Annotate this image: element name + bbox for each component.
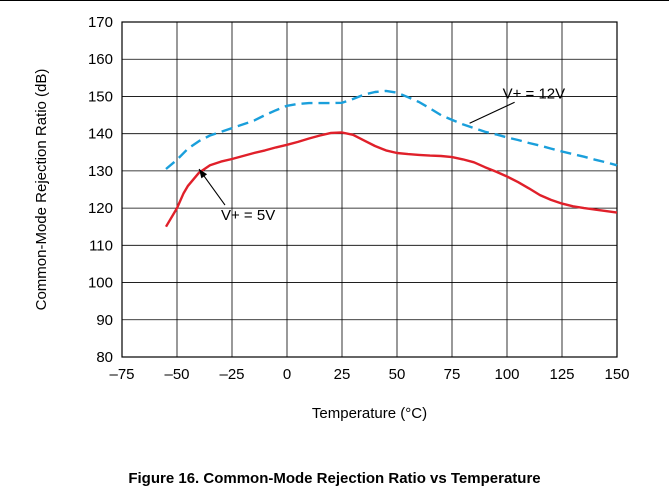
y-tick-labels: 80 90 100 110 120 130 140 150 160 170 bbox=[88, 14, 113, 366]
y-axis-label: Common-Mode Rejection Ratio (dB) bbox=[33, 69, 50, 311]
series-layer bbox=[164, 89, 618, 228]
x-axis-label: Temperature (°C) bbox=[312, 405, 427, 422]
figure-caption: Figure 16. Common-Mode Rejection Ratio v… bbox=[128, 470, 541, 487]
series-annotation-label: V+ = 5V bbox=[221, 207, 275, 224]
y-tick-label: 130 bbox=[88, 163, 113, 180]
plot-grid bbox=[122, 22, 617, 357]
x-tick-label: 100 bbox=[494, 366, 519, 383]
x-tick-label: –25 bbox=[219, 366, 244, 383]
annotation-layer: V+ = 12V V+ = 5V bbox=[198, 85, 566, 224]
x-tick-label: 50 bbox=[389, 366, 406, 383]
series-annotation-label: V+ = 12V bbox=[503, 85, 566, 102]
x-tick-labels: –75 –50 –25 0 25 50 75 100 125 150 bbox=[109, 366, 629, 383]
top-rule bbox=[0, 0, 669, 1]
series-line-1 bbox=[165, 89, 618, 170]
x-tick-label: –50 bbox=[164, 366, 189, 383]
y-tick-label: 110 bbox=[89, 237, 113, 254]
x-tick-label: –75 bbox=[109, 366, 134, 383]
annotation-arrowhead bbox=[199, 169, 208, 179]
y-tick-label: 100 bbox=[88, 275, 113, 292]
series-line-2 bbox=[164, 131, 618, 228]
y-tick-label: 140 bbox=[88, 126, 113, 143]
x-tick-label: 0 bbox=[283, 366, 291, 383]
x-tick-label: 75 bbox=[444, 366, 461, 383]
y-tick-label: 160 bbox=[88, 51, 113, 68]
y-tick-label: 120 bbox=[88, 200, 113, 217]
x-tick-label: 25 bbox=[334, 366, 351, 383]
y-tick-label: 170 bbox=[88, 14, 113, 31]
plot-frame bbox=[121, 21, 618, 358]
y-tick-label: 80 bbox=[96, 349, 113, 366]
x-tick-label: 125 bbox=[549, 366, 574, 383]
annotation-leader-line bbox=[469, 101, 515, 124]
x-tick-label: 150 bbox=[604, 366, 629, 383]
y-tick-label: 90 bbox=[96, 312, 113, 329]
y-tick-label: 150 bbox=[88, 88, 113, 105]
